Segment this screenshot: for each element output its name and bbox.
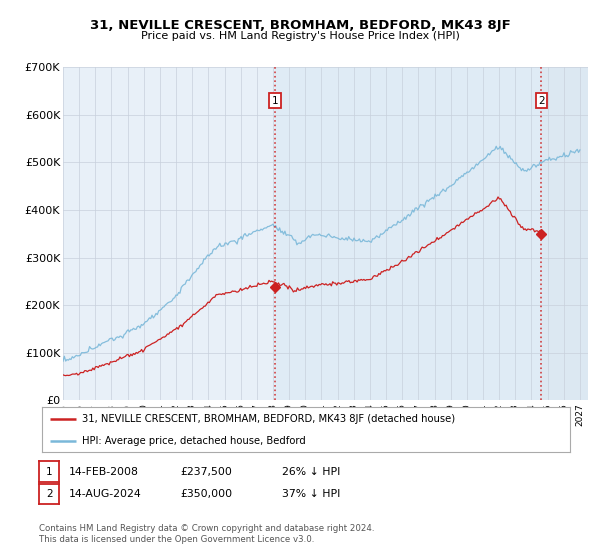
Bar: [275, 67, 541, 400]
Text: £350,000: £350,000: [180, 489, 232, 499]
Bar: [541, 67, 588, 400]
Text: 2: 2: [538, 96, 545, 105]
Text: 31, NEVILLE CRESCENT, BROMHAM, BEDFORD, MK43 8JF: 31, NEVILLE CRESCENT, BROMHAM, BEDFORD, …: [89, 19, 511, 32]
Text: 14-FEB-2008: 14-FEB-2008: [69, 466, 139, 477]
Text: 37% ↓ HPI: 37% ↓ HPI: [282, 489, 340, 499]
Text: Contains HM Land Registry data © Crown copyright and database right 2024.
This d: Contains HM Land Registry data © Crown c…: [39, 524, 374, 544]
Text: 14-AUG-2024: 14-AUG-2024: [69, 489, 142, 499]
Text: 1: 1: [46, 466, 53, 477]
Text: HPI: Average price, detached house, Bedford: HPI: Average price, detached house, Bedf…: [82, 436, 305, 446]
Text: £237,500: £237,500: [180, 466, 232, 477]
Text: 2: 2: [46, 489, 53, 499]
Text: 26% ↓ HPI: 26% ↓ HPI: [282, 466, 340, 477]
Text: 1: 1: [272, 96, 278, 105]
Text: 31, NEVILLE CRESCENT, BROMHAM, BEDFORD, MK43 8JF (detached house): 31, NEVILLE CRESCENT, BROMHAM, BEDFORD, …: [82, 414, 455, 424]
Text: Price paid vs. HM Land Registry's House Price Index (HPI): Price paid vs. HM Land Registry's House …: [140, 31, 460, 41]
